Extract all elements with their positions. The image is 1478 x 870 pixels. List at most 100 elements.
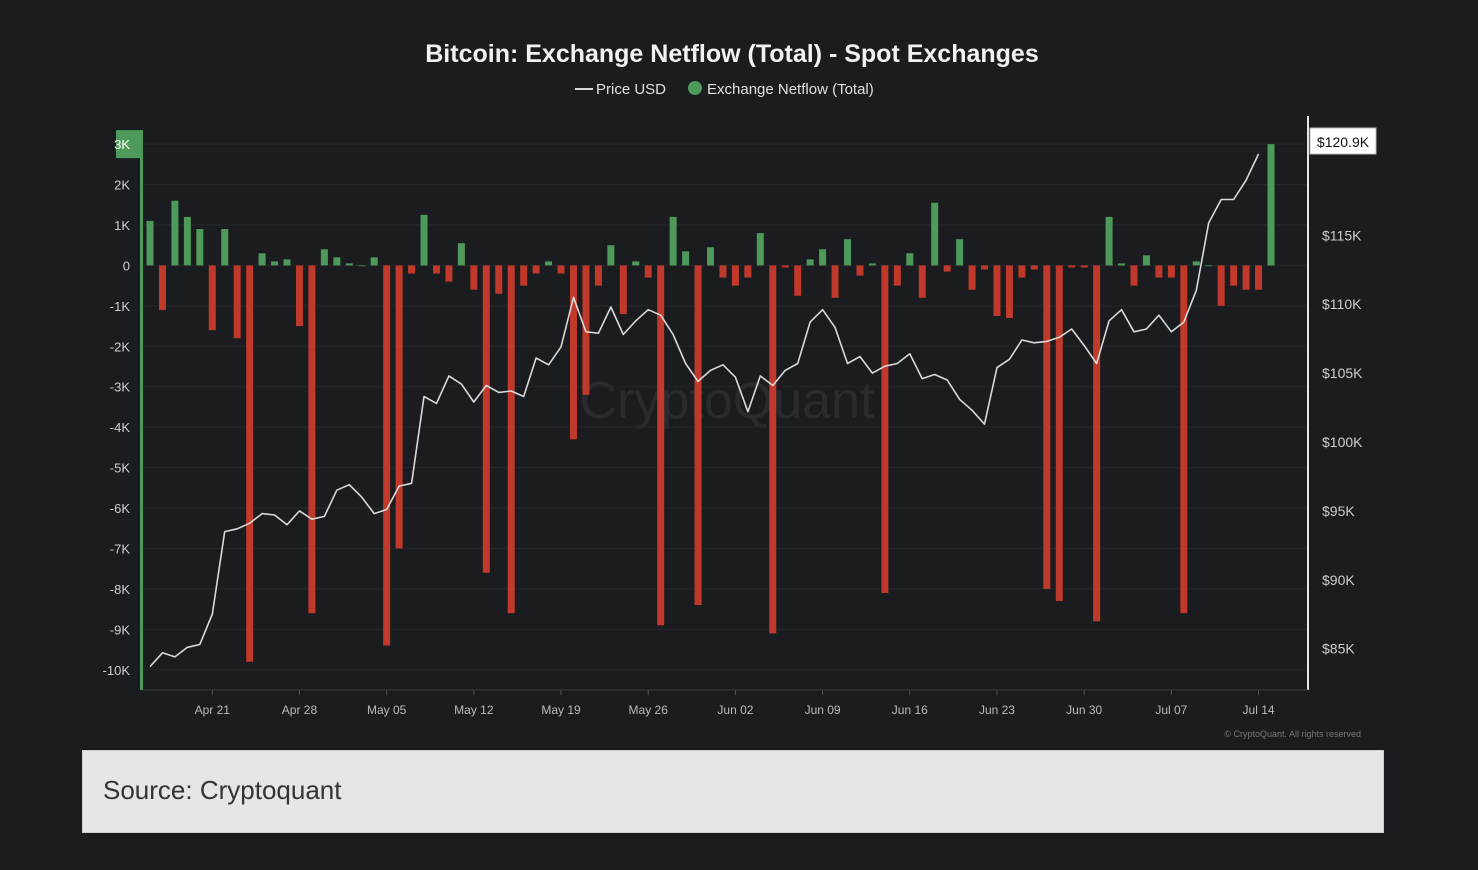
netflow-bar — [1093, 265, 1101, 622]
netflow-bar — [1055, 265, 1063, 602]
netflow-bar — [283, 259, 291, 266]
netflow-bar — [1255, 265, 1263, 290]
netflow-bar — [1217, 265, 1225, 306]
netflow-bar — [271, 261, 279, 266]
netflow-bar — [1142, 255, 1150, 266]
x-tick-label: May 05 — [367, 703, 407, 717]
netflow-bar — [781, 265, 789, 268]
netflow-bar — [233, 265, 241, 339]
netflow-bar — [943, 265, 951, 272]
netflow-bar — [931, 202, 939, 266]
netflow-bar — [731, 265, 739, 286]
netflow-bar — [333, 257, 341, 266]
netflow-bar — [1080, 265, 1088, 268]
y-left-tick-label: 1K — [114, 218, 130, 233]
netflow-bar — [669, 216, 677, 266]
y-right-tick-label: $115K — [1322, 227, 1362, 243]
netflow-bar — [345, 263, 353, 266]
netflow-bar — [794, 265, 802, 296]
netflow-bar — [545, 261, 553, 266]
y-left-tick-label: 3K — [114, 137, 130, 152]
netflow-bar — [1043, 265, 1051, 589]
y-axis-right: $85K $90K $95K $100K $105K $110K $115K — [1307, 116, 1363, 690]
caption-bar: Source: Cryptoquant — [82, 750, 1384, 833]
netflow-bar — [1005, 265, 1013, 318]
netflow-bar — [1180, 265, 1188, 614]
netflow-bar — [831, 265, 839, 298]
y-left-tick-label: -9K — [110, 622, 131, 637]
caption-text: Source: Cryptoquant — [103, 775, 342, 805]
netflow-bar — [756, 233, 764, 266]
x-tick-label: Jul 07 — [1155, 703, 1187, 717]
netflow-bar — [632, 261, 640, 266]
netflow-bar — [258, 253, 266, 266]
y-right-tick-label: $95K — [1322, 503, 1355, 519]
x-tick-label: Jun 16 — [892, 703, 928, 717]
netflow-bar — [968, 265, 976, 290]
y-left-tick-label: -7K — [110, 541, 131, 556]
legend-netflow-label: Exchange Netflow (Total) — [707, 81, 874, 98]
netflow-bar — [383, 265, 391, 646]
netflow-bar — [208, 265, 216, 331]
netflow-bar — [295, 265, 303, 327]
y-right-tick-label: $105K — [1322, 365, 1363, 381]
netflow-bar — [694, 265, 702, 606]
netflow-bar — [158, 265, 166, 310]
netflow-bar — [482, 265, 490, 573]
chart-panel: Bitcoin: Exchange Netflow (Total) - Spot… — [82, 12, 1384, 750]
netflow-bar — [183, 216, 191, 266]
netflow-bar — [520, 265, 528, 286]
x-axis: Apr 21 Apr 28 May 05 May 12 May 19 May 26 Jun … — [142, 689, 1308, 717]
netflow-bar — [1192, 261, 1200, 266]
legend-price-label: Price USD — [596, 81, 666, 98]
netflow-bar — [308, 265, 316, 614]
netflow-bar — [1167, 265, 1175, 278]
netflow-bar — [893, 265, 901, 286]
netflow-bar — [408, 265, 416, 274]
legend: Price USD Exchange Netflow (Total) — [575, 81, 874, 98]
x-tick-label: Jun 02 — [717, 703, 753, 717]
x-tick-label: Jun 09 — [805, 703, 841, 717]
netflow-bar — [1230, 265, 1238, 286]
netflow-bar — [594, 265, 602, 286]
netflow-bar — [1105, 216, 1113, 266]
y-left-tick-label: -6K — [110, 501, 131, 516]
netflow-bar — [196, 229, 204, 266]
netflow-bar — [844, 239, 852, 266]
y-left-tick-label: -3K — [110, 380, 131, 395]
y-axis-left: 2K 1K 0 -1K -2K -3K -4K -5K -6K -7K -8K -9K -10K 3K — [103, 130, 1308, 690]
netflow-bar — [171, 200, 179, 266]
netflow-bar — [370, 257, 378, 266]
netflow-bar — [644, 265, 652, 278]
x-tick-label: May 19 — [541, 703, 581, 717]
netflow-bar — [557, 265, 565, 274]
netflow-bar — [806, 259, 814, 266]
netflow-bar — [395, 265, 403, 549]
netflow-bar — [495, 265, 503, 294]
chart-title: Bitcoin: Exchange Netflow (Total) - Spot… — [425, 40, 1038, 68]
x-tick-label: Jul 14 — [1243, 703, 1275, 717]
netflow-bar — [619, 265, 627, 314]
y-left-tick-label: 0 — [123, 258, 130, 273]
watermark: CryptoQuant — [580, 372, 875, 430]
x-tick-label: Jun 30 — [1066, 703, 1102, 717]
netflow-bar — [420, 214, 428, 266]
legend-netflow-swatch — [688, 81, 702, 95]
netflow-bar — [819, 249, 827, 266]
y-right-tick-label: $100K — [1322, 434, 1363, 450]
netflow-bar — [432, 265, 440, 274]
netflow-bar — [719, 265, 727, 278]
netflow-bar — [1155, 265, 1163, 278]
y-left-tick-label: -1K — [110, 299, 131, 314]
netflow-bar — [707, 247, 714, 266]
netflow-bar — [445, 265, 453, 282]
netflow-bar — [1018, 265, 1026, 278]
y-right-axis-line — [1307, 116, 1309, 690]
netflow-bar — [320, 249, 328, 266]
netflow-bar — [657, 265, 665, 626]
chart: Bitcoin: Exchange Netflow (Total) - Spot… — [82, 12, 1384, 750]
netflow-bar — [532, 265, 540, 274]
netflow-bar — [956, 239, 964, 266]
x-tick-label: Apr 28 — [282, 703, 318, 717]
y-left-tick-label: -10K — [103, 663, 131, 678]
